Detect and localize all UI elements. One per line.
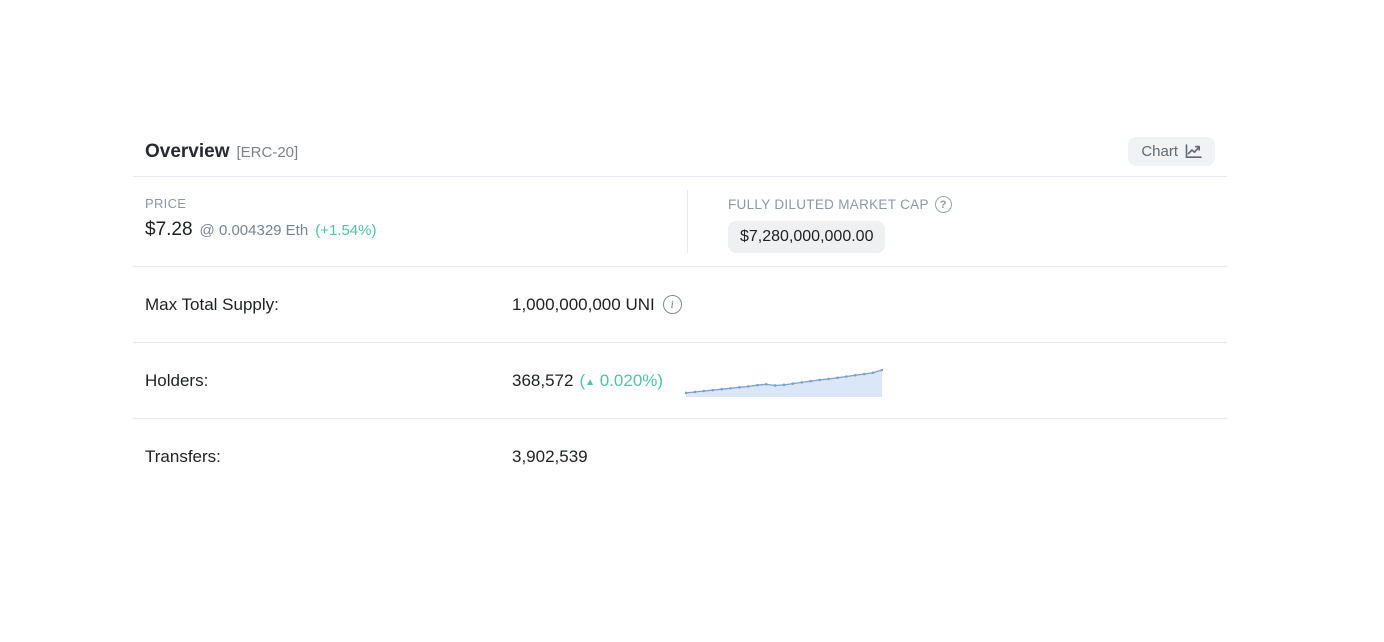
market-cap-value-pill: $7,280,000,000.00 — [728, 221, 886, 253]
market-cap-label-wrap: FULLY DILUTED MARKET CAP ? — [728, 196, 952, 213]
chart-button-label: Chart — [1141, 143, 1178, 160]
holders-sparkline — [684, 367, 884, 397]
up-triangle-icon: ▲ — [585, 376, 596, 388]
price-eth-value: @ 0.004329 Eth — [199, 222, 309, 239]
column-divider — [687, 190, 688, 253]
price-label: PRICE — [145, 196, 187, 211]
price-marketcap-row: PRICE $7.28 @ 0.004329 Eth (+1.54%) FULL… — [133, 177, 1227, 267]
holders-label: Holders: — [145, 370, 209, 390]
market-cap-label: FULLY DILUTED MARKET CAP — [728, 197, 929, 212]
holders-value-wrap: 368,572 (▲ 0.020%) — [512, 366, 884, 397]
max-total-supply-row: Max Total Supply: 1,000,000,000 UNI i — [133, 267, 1227, 343]
transfers-value: 3,902,539 — [512, 447, 588, 466]
price-line: $7.28 @ 0.004329 Eth (+1.54%) — [145, 219, 675, 241]
page-title: Overview — [145, 140, 230, 162]
token-overview-card: Overview [ERC-20] Chart PRICE $7.28 @ 0.… — [133, 127, 1227, 495]
transfers-row: Transfers: 3,902,539 — [133, 419, 1227, 495]
price-section: PRICE $7.28 @ 0.004329 Eth (+1.54%) — [133, 177, 687, 266]
card-header: Overview [ERC-20] Chart — [133, 127, 1227, 177]
holders-count: 368,572 — [512, 370, 574, 390]
max-total-supply-value-wrap: 1,000,000,000 UNI i — [512, 295, 682, 315]
token-standard-badge: [ERC-20] — [236, 143, 299, 161]
price-change-percent: (+1.54%) — [315, 222, 377, 239]
holders-row: Holders: 368,572 (▲ 0.020%) — [133, 343, 1227, 419]
price-usd-value: $7.28 — [145, 219, 193, 240]
card-title-wrap: Overview [ERC-20] — [145, 141, 298, 163]
holders-change-percent: (▲ 0.020%) — [579, 370, 664, 390]
max-total-supply-label: Max Total Supply: — [145, 294, 279, 314]
line-chart-icon — [1185, 144, 1202, 159]
max-total-supply-value: 1,000,000,000 UNI — [512, 294, 655, 314]
question-circle-icon[interactable]: ? — [934, 196, 952, 213]
transfers-label: Transfers: — [145, 447, 221, 466]
info-circle-icon[interactable]: i — [662, 295, 682, 314]
market-cap-section: FULLY DILUTED MARKET CAP ? $7,280,000,00… — [687, 177, 952, 266]
chart-button[interactable]: Chart — [1128, 137, 1215, 166]
